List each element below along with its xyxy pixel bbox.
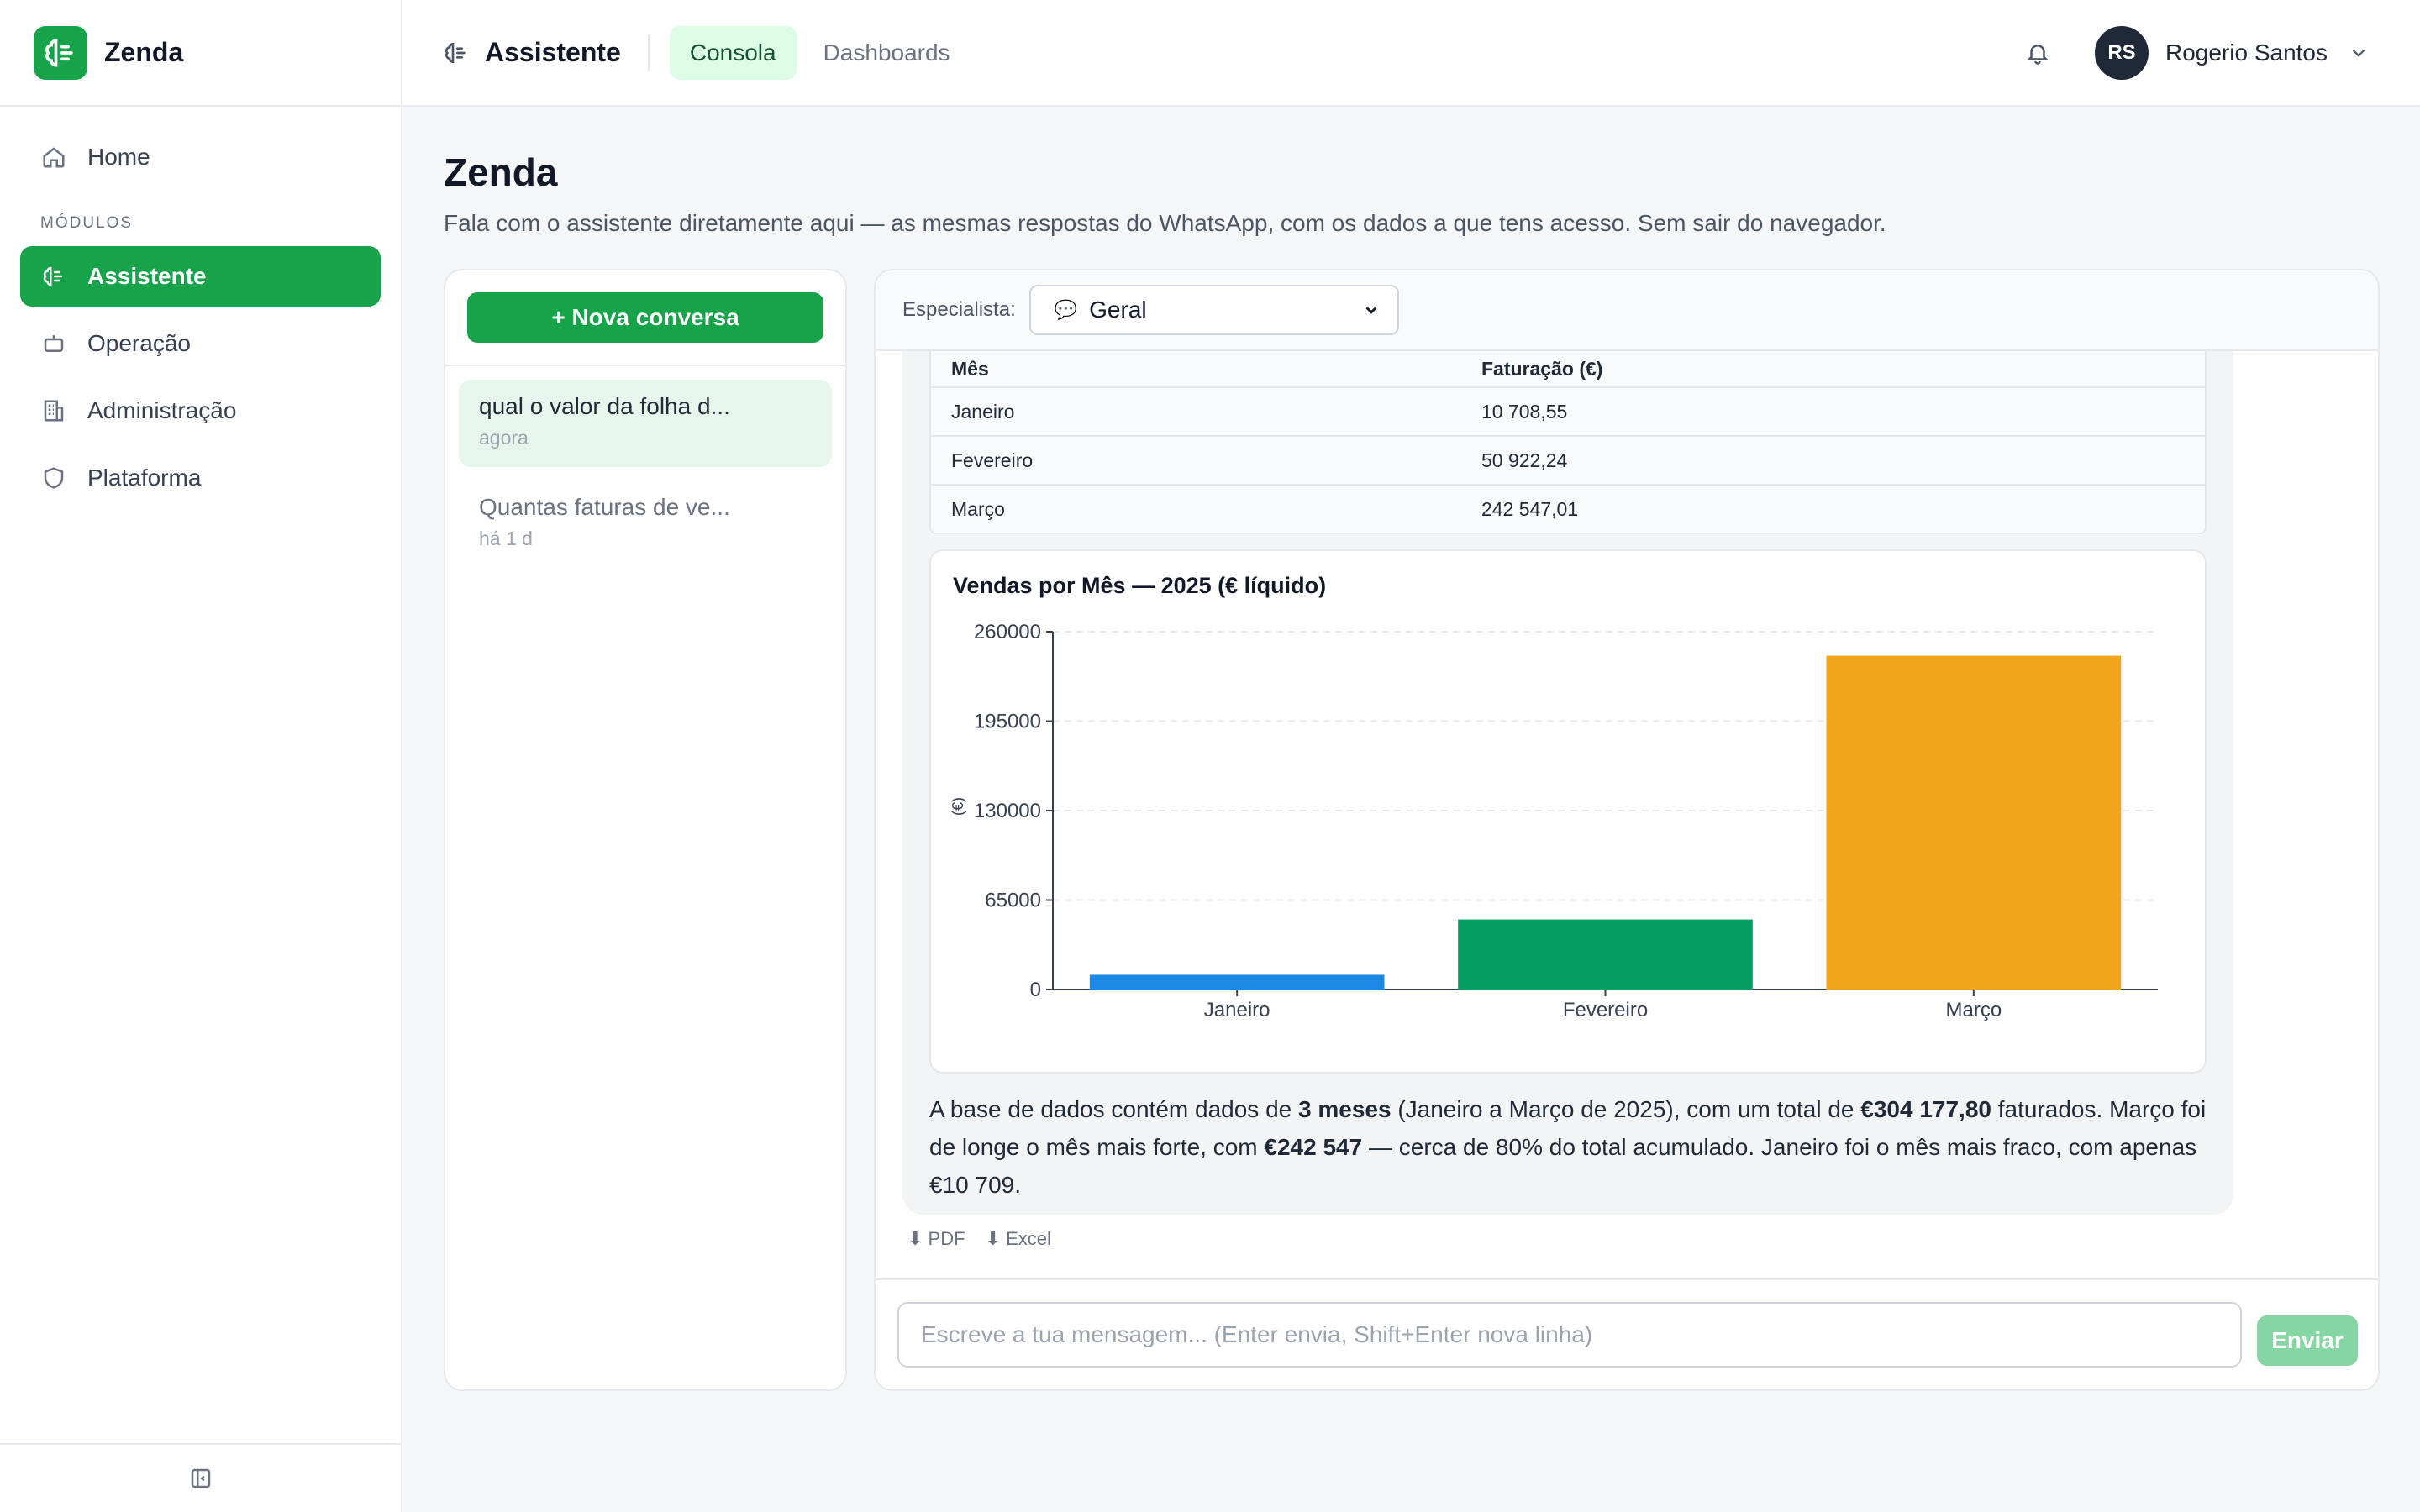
answer-highlight: 3 meses xyxy=(1298,1096,1392,1122)
building-icon xyxy=(40,397,67,424)
conversation-title: qual o valor da folha d... xyxy=(479,393,730,419)
sidebar-item-operacao[interactable]: Operação xyxy=(20,313,381,374)
answer-highlight: €242 547 xyxy=(1264,1134,1363,1160)
sidebar-item-label: Plataforma xyxy=(87,465,202,491)
assistant-message: Mês Faturação (€) Janeiro 10 708,55 Feve… xyxy=(902,351,2233,1215)
sidebar: Zenda Home MÓDULOS Assistente Operação xyxy=(0,0,402,1512)
sidebar-collapse-icon xyxy=(191,1468,210,1488)
table-row: Fevereiro 50 922,24 xyxy=(931,435,2205,484)
table-header-cell: Faturação (€) xyxy=(1481,357,1603,380)
answer-text: — cerca de 80% do total acumulado. Janei… xyxy=(929,1134,2197,1198)
answer-text: faturados. Março foi de longe o mês mais… xyxy=(929,1096,2207,1160)
bar-janeiro xyxy=(1089,974,1385,990)
chevron-down-icon[interactable] xyxy=(2348,42,2370,64)
brand: Zenda xyxy=(0,0,401,107)
sidebar-item-label: Administração xyxy=(87,397,237,423)
sidebar-item-label: Operação xyxy=(87,330,191,356)
bar-chart: 0 65000 130000 195000 260000 (€) Janeiro Fevere… xyxy=(950,621,2158,1021)
y-axis-label: (€) xyxy=(950,797,966,816)
y-tick-label: 65000 xyxy=(985,890,1041,912)
sidebar-section-label: MÓDULOS xyxy=(40,214,134,232)
brand-name: Zenda xyxy=(104,37,184,67)
y-tick-label: 0 xyxy=(1030,979,1041,1001)
table-header-row: Mês Faturação (€) xyxy=(931,351,2205,386)
conversation-item[interactable]: Quantas faturas de ve... há 1 d xyxy=(459,480,832,568)
topbar-divider xyxy=(647,34,650,71)
download-excel-link[interactable]: ⬇ Excel xyxy=(985,1228,1051,1249)
table-cell: 10 708,55 xyxy=(1481,400,1568,423)
avatar[interactable]: RS xyxy=(2094,25,2149,80)
answer-highlight: €304 177,80 xyxy=(1860,1096,1991,1122)
bar-março xyxy=(1826,655,2122,990)
x-tick-label: Fevereiro xyxy=(1563,999,1648,1021)
answer-text: (Janeiro a Março de 2025), com um total … xyxy=(1391,1096,1861,1122)
page-subtitle: Fala com o assistente diretamente aqui —… xyxy=(444,210,1886,236)
composer: Escreve a tua mensagem... (Enter envia, … xyxy=(876,1278,2378,1389)
shield-icon xyxy=(40,465,67,491)
sidebar-item-plataforma[interactable]: Plataforma xyxy=(20,448,381,508)
conversation-item[interactable]: qual o valor da folha d... agora xyxy=(459,380,832,467)
new-conversation-button[interactable]: + Nova conversa xyxy=(467,292,823,343)
conversations-panel: + Nova conversa qual o valor da folha d.… xyxy=(444,269,847,1391)
sidebar-item-label: Home xyxy=(87,144,150,170)
x-tick-label: Março xyxy=(1945,999,2002,1021)
sidebar-nav: Home MÓDULOS Assistente Operação Adminis… xyxy=(0,107,401,535)
specialist-label: Especialista: xyxy=(902,298,1016,321)
bar-fevereiro xyxy=(1458,919,1753,990)
table-row: Janeiro 10 708,55 xyxy=(931,386,2205,435)
sidebar-item-home[interactable]: Home xyxy=(20,127,381,187)
topbar: Assistente Consola Dashboards RS Rogerio… xyxy=(402,0,2420,107)
tab-consola[interactable]: Consola xyxy=(669,25,797,80)
table-cell: Março xyxy=(951,497,1005,520)
speech-bubble-icon: 💬 xyxy=(1054,299,1078,320)
chart-title: Vendas por Mês — 2025 (€ líquido) xyxy=(953,573,1327,598)
conversation-title: Quantas faturas de ve... xyxy=(479,494,730,520)
bell-icon xyxy=(2026,44,2049,65)
sidebar-item-label: Assistente xyxy=(87,263,207,289)
brand-logo-icon[interactable] xyxy=(34,25,87,80)
home-icon xyxy=(40,144,67,171)
table-row: Março 242 547,01 xyxy=(931,484,2205,533)
notifications-button[interactable] xyxy=(2018,33,2058,73)
topbar-title-text: Assistente xyxy=(485,37,621,67)
brain-icon xyxy=(443,39,470,66)
table-cell: Fevereiro xyxy=(951,449,1034,471)
table-cell: 50 922,24 xyxy=(1481,449,1568,471)
message-input[interactable]: Escreve a tua mensagem... (Enter envia, … xyxy=(897,1302,2242,1368)
chat-panel: Especialista: 💬 Geral Mês Faturação (€) … xyxy=(874,269,2380,1391)
x-tick-label: Janeiro xyxy=(1204,999,1270,1021)
chart-card: Vendas por Mês — 2025 (€ líquido) 0 65000… xyxy=(929,549,2207,1074)
topbar-title: Assistente xyxy=(443,37,621,68)
assistant-answer-text: A base de dados contém dados de 3 meses … xyxy=(929,1090,2215,1204)
sidebar-collapse-button[interactable] xyxy=(0,1443,401,1512)
table-cell: 242 547,01 xyxy=(1481,497,1579,520)
answer-text: A base de dados contém dados de xyxy=(929,1096,1298,1122)
send-button[interactable]: Enviar xyxy=(2257,1315,2358,1366)
download-links: ⬇ PDF ⬇ Excel xyxy=(908,1228,1071,1250)
sidebar-item-administracao[interactable]: Administração xyxy=(20,381,381,441)
specialist-value: Geral xyxy=(1089,297,1147,323)
table-header-cell: Mês xyxy=(951,357,989,380)
sidebar-item-assistente[interactable]: Assistente xyxy=(20,246,381,307)
chevron-down-icon xyxy=(1362,301,1381,319)
data-table: Mês Faturação (€) Janeiro 10 708,55 Feve… xyxy=(929,351,2207,534)
user-name[interactable]: Rogerio Santos xyxy=(2165,39,2328,66)
tab-dashboards[interactable]: Dashboards xyxy=(823,39,950,66)
conversation-time: há 1 d xyxy=(479,528,533,549)
chat-header: Especialista: 💬 Geral xyxy=(876,270,2378,351)
y-tick-label: 260000 xyxy=(974,621,1041,643)
download-pdf-link[interactable]: ⬇ PDF xyxy=(908,1228,965,1249)
page-title: Zenda xyxy=(444,150,558,194)
topbar-user-area: RS Rogerio Santos xyxy=(2018,25,2420,80)
y-tick-label: 130000 xyxy=(974,800,1041,822)
table-cell: Janeiro xyxy=(951,400,1015,423)
robot-icon xyxy=(40,330,67,357)
y-tick-label: 195000 xyxy=(974,711,1041,733)
brain-icon xyxy=(40,263,67,290)
conversation-time: agora xyxy=(479,427,529,449)
specialist-select[interactable]: 💬 Geral xyxy=(1028,285,1399,335)
conversations-divider xyxy=(445,365,845,366)
